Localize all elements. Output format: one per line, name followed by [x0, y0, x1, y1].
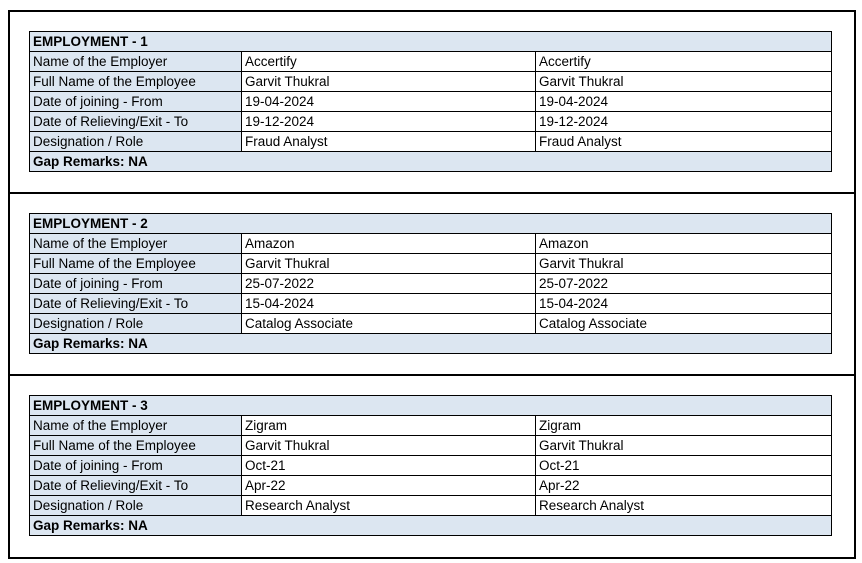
field-label: Designation / Role: [29, 313, 242, 334]
table-row: Date of joining - From 25-07-2022 25-07-…: [29, 273, 832, 294]
table-row: Date of Relieving/Exit - To 15-04-2024 1…: [29, 293, 832, 314]
employment-title: EMPLOYMENT - 2: [29, 213, 832, 234]
field-value: 25-07-2022: [241, 273, 536, 294]
field-value-verified: Apr-22: [535, 475, 832, 496]
table-header-row: EMPLOYMENT - 1: [29, 31, 832, 52]
field-value-verified: Accertify: [535, 51, 832, 72]
field-value: Amazon: [241, 233, 536, 254]
field-value-verified: 19-04-2024: [535, 91, 832, 112]
field-value: Garvit Thukral: [241, 435, 536, 456]
field-value: Accertify: [241, 51, 536, 72]
employment-title: EMPLOYMENT - 3: [29, 395, 832, 416]
field-value: 15-04-2024: [241, 293, 536, 314]
field-value-verified: Fraud Analyst: [535, 131, 832, 152]
gap-remarks: Gap Remarks: NA: [29, 333, 832, 354]
field-label: Date of Relieving/Exit - To: [29, 475, 242, 496]
employment-section: EMPLOYMENT - 3 Name of the Employer Zigr…: [10, 376, 854, 557]
field-label: Full Name of the Employee: [29, 253, 242, 274]
field-label: Name of the Employer: [29, 233, 242, 254]
field-value: Research Analyst: [241, 495, 536, 516]
field-label: Full Name of the Employee: [29, 71, 242, 92]
field-label: Date of joining - From: [29, 273, 242, 294]
employment-title: EMPLOYMENT - 1: [29, 31, 832, 52]
field-label: Date of joining - From: [29, 91, 242, 112]
field-value: Garvit Thukral: [241, 253, 536, 274]
field-value-verified: Zigram: [535, 415, 832, 436]
table-row: Name of the Employer Zigram Zigram: [29, 415, 832, 436]
field-value: Zigram: [241, 415, 536, 436]
table-row: Designation / Role Catalog Associate Cat…: [29, 313, 832, 334]
table-row: Full Name of the Employee Garvit Thukral…: [29, 435, 832, 456]
field-value: 19-04-2024: [241, 91, 536, 112]
gap-remarks-row: Gap Remarks: NA: [29, 151, 832, 172]
field-value-verified: Catalog Associate: [535, 313, 832, 334]
table-row: Full Name of the Employee Garvit Thukral…: [29, 71, 832, 92]
table-header-row: EMPLOYMENT - 3: [29, 395, 832, 416]
field-value-verified: Garvit Thukral: [535, 435, 832, 456]
field-value-verified: Amazon: [535, 233, 832, 254]
field-label: Designation / Role: [29, 495, 242, 516]
field-value: Apr-22: [241, 475, 536, 496]
gap-remarks: Gap Remarks: NA: [29, 515, 832, 536]
field-label: Date of Relieving/Exit - To: [29, 293, 242, 314]
field-value-verified: Garvit Thukral: [535, 253, 832, 274]
table-row: Date of Relieving/Exit - To Apr-22 Apr-2…: [29, 475, 832, 496]
gap-remarks: Gap Remarks: NA: [29, 151, 832, 172]
field-value-verified: Garvit Thukral: [535, 71, 832, 92]
employment-section: EMPLOYMENT - 1 Name of the Employer Acce…: [10, 12, 854, 194]
field-value-verified: 19-12-2024: [535, 111, 832, 132]
field-value: Garvit Thukral: [241, 71, 536, 92]
field-value-verified: Research Analyst: [535, 495, 832, 516]
employment-table: EMPLOYMENT - 1 Name of the Employer Acce…: [29, 31, 832, 172]
field-value-verified: 15-04-2024: [535, 293, 832, 314]
table-row: Full Name of the Employee Garvit Thukral…: [29, 253, 832, 274]
table-row: Date of joining - From Oct-21 Oct-21: [29, 455, 832, 476]
gap-remarks-row: Gap Remarks: NA: [29, 333, 832, 354]
field-value: Fraud Analyst: [241, 131, 536, 152]
field-value: Catalog Associate: [241, 313, 536, 334]
table-row: Name of the Employer Accertify Accertify: [29, 51, 832, 72]
field-label: Date of Relieving/Exit - To: [29, 111, 242, 132]
field-value: Oct-21: [241, 455, 536, 476]
gap-remarks-row: Gap Remarks: NA: [29, 515, 832, 536]
field-label: Name of the Employer: [29, 415, 242, 436]
table-row: Date of joining - From 19-04-2024 19-04-…: [29, 91, 832, 112]
field-label: Full Name of the Employee: [29, 435, 242, 456]
table-row: Designation / Role Research Analyst Rese…: [29, 495, 832, 516]
table-row: Designation / Role Fraud Analyst Fraud A…: [29, 131, 832, 152]
employment-section: EMPLOYMENT - 2 Name of the Employer Amaz…: [10, 194, 854, 376]
employment-table: EMPLOYMENT - 3 Name of the Employer Zigr…: [29, 395, 832, 536]
table-row: Date of Relieving/Exit - To 19-12-2024 1…: [29, 111, 832, 132]
employment-document: EMPLOYMENT - 1 Name of the Employer Acce…: [8, 10, 856, 559]
table-header-row: EMPLOYMENT - 2: [29, 213, 832, 234]
table-row: Name of the Employer Amazon Amazon: [29, 233, 832, 254]
employment-table: EMPLOYMENT - 2 Name of the Employer Amaz…: [29, 213, 832, 354]
field-value-verified: 25-07-2022: [535, 273, 832, 294]
field-label: Name of the Employer: [29, 51, 242, 72]
field-label: Designation / Role: [29, 131, 242, 152]
field-label: Date of joining - From: [29, 455, 242, 476]
field-value: 19-12-2024: [241, 111, 536, 132]
field-value-verified: Oct-21: [535, 455, 832, 476]
